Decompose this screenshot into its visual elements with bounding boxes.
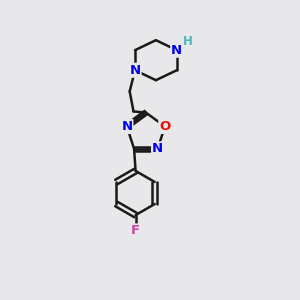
Text: N: N [121, 120, 132, 133]
Text: O: O [159, 120, 170, 133]
Text: N: N [152, 142, 163, 155]
Text: F: F [131, 224, 140, 238]
Text: N: N [129, 64, 140, 77]
Text: H: H [183, 35, 193, 48]
Text: N: N [171, 44, 182, 57]
